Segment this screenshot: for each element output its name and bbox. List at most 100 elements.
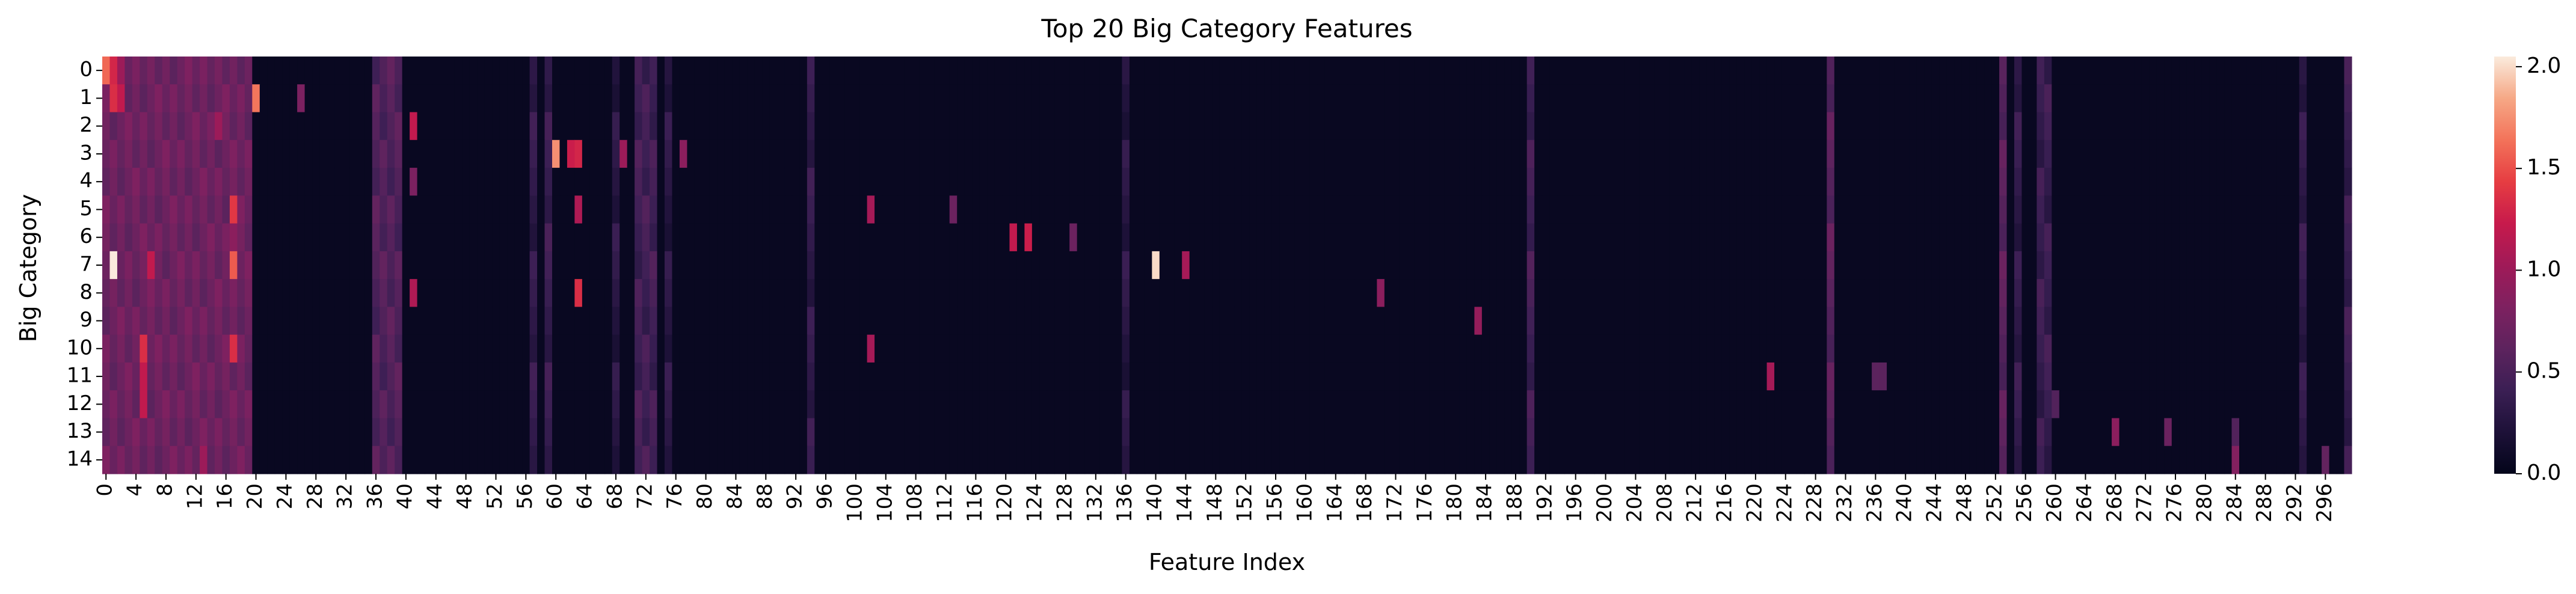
heatmap-cell bbox=[1047, 112, 1055, 141]
heatmap-cell bbox=[1167, 307, 1175, 335]
heatmap-cell bbox=[1377, 418, 1385, 447]
heatmap-cell bbox=[447, 390, 455, 419]
x-tick-label: 108 bbox=[903, 483, 927, 522]
heatmap-cell bbox=[1781, 223, 1790, 252]
heatmap-cell bbox=[1969, 445, 1978, 474]
heatmap-cell bbox=[297, 139, 306, 168]
heatmap-cell bbox=[2246, 168, 2255, 196]
heatmap-cell bbox=[1624, 57, 1632, 85]
heatmap-cell bbox=[1579, 418, 1587, 447]
heatmap-cell bbox=[132, 418, 140, 447]
heatmap-cell bbox=[1384, 445, 1392, 474]
heatmap-cell bbox=[1077, 445, 1085, 474]
heatmap-cell bbox=[2299, 168, 2307, 196]
heatmap-cell bbox=[2292, 195, 2300, 224]
heatmap-cell bbox=[425, 390, 433, 419]
heatmap-cell bbox=[2014, 445, 2023, 474]
heatmap-cell bbox=[1564, 168, 1573, 196]
heatmap-cell bbox=[934, 112, 942, 141]
heatmap-cell bbox=[1519, 139, 1528, 168]
x-tick-label: 68 bbox=[603, 483, 627, 509]
heatmap-cell bbox=[244, 362, 253, 391]
heatmap-cell bbox=[1602, 418, 1610, 447]
heatmap-cell bbox=[1946, 168, 1955, 196]
x-tick-label: 252 bbox=[1982, 483, 2006, 522]
heatmap-cell bbox=[140, 390, 148, 419]
x-tick-label: 140 bbox=[1143, 483, 1167, 522]
heatmap-cell bbox=[1354, 84, 1362, 113]
heatmap-cell bbox=[544, 57, 553, 85]
heatmap-cell bbox=[1309, 168, 1318, 196]
heatmap-cell bbox=[822, 445, 830, 474]
heatmap-cell bbox=[1092, 84, 1100, 113]
heatmap-cell bbox=[1062, 362, 1070, 391]
heatmap-cell bbox=[1317, 307, 1325, 335]
heatmap-cell bbox=[2261, 279, 2270, 307]
heatmap-cell bbox=[1924, 251, 1932, 280]
heatmap-cell bbox=[657, 362, 665, 391]
heatmap-cell bbox=[1594, 362, 1602, 391]
heatmap-cell bbox=[724, 445, 733, 474]
heatmap-cell bbox=[2269, 279, 2277, 307]
heatmap-cell bbox=[2246, 390, 2255, 419]
heatmap-cell bbox=[650, 390, 658, 419]
x-tick-label: 288 bbox=[2252, 483, 2276, 522]
heatmap-cell bbox=[2224, 390, 2233, 419]
heatmap-cell bbox=[1909, 445, 1917, 474]
heatmap-cell bbox=[2299, 112, 2307, 141]
heatmap-cell bbox=[1489, 223, 1498, 252]
heatmap-cell bbox=[814, 251, 823, 280]
heatmap-cell bbox=[2224, 84, 2233, 113]
heatmap-cell bbox=[1864, 418, 1872, 447]
heatmap-cell bbox=[1984, 139, 1993, 168]
heatmap-cell bbox=[1122, 168, 1130, 196]
heatmap-cell bbox=[1317, 195, 1325, 224]
heatmap-cell bbox=[2052, 84, 2060, 113]
heatmap-cell bbox=[1834, 84, 1842, 113]
heatmap-cell bbox=[1159, 418, 1167, 447]
heatmap-cell bbox=[1594, 139, 1602, 168]
heatmap-cell bbox=[1422, 390, 1430, 419]
heatmap-cell bbox=[2014, 84, 2023, 113]
heatmap-cell bbox=[1857, 112, 1865, 141]
heatmap-cell bbox=[267, 362, 275, 391]
heatmap-cell bbox=[799, 445, 808, 474]
heatmap-cell bbox=[2194, 334, 2203, 363]
heatmap-cell bbox=[1849, 390, 1857, 419]
heatmap-cell bbox=[1137, 168, 1145, 196]
heatmap-cell bbox=[1407, 445, 1415, 474]
heatmap-cell bbox=[1212, 195, 1220, 224]
heatmap-cell bbox=[574, 445, 583, 474]
heatmap-cell bbox=[380, 418, 388, 447]
heatmap-cell bbox=[2021, 445, 2030, 474]
heatmap-cell bbox=[2037, 390, 2045, 419]
heatmap-cell bbox=[1347, 307, 1355, 335]
heatmap-cell bbox=[357, 57, 365, 85]
heatmap-cell bbox=[2006, 390, 2015, 419]
heatmap-cell bbox=[1654, 112, 1662, 141]
heatmap-cell bbox=[852, 334, 860, 363]
heatmap-cell bbox=[2261, 57, 2270, 85]
heatmap-cell bbox=[807, 334, 815, 363]
heatmap-cell bbox=[627, 279, 635, 307]
heatmap-cell bbox=[312, 445, 321, 474]
heatmap-cell bbox=[1144, 418, 1152, 447]
heatmap-cell bbox=[1392, 251, 1400, 280]
heatmap-cell bbox=[297, 418, 306, 447]
heatmap-cell bbox=[792, 362, 800, 391]
heatmap-cell bbox=[2261, 251, 2270, 280]
heatmap-cell bbox=[702, 334, 710, 363]
heatmap-cell bbox=[2067, 195, 2075, 224]
heatmap-cell bbox=[1999, 57, 2008, 85]
heatmap-cell bbox=[642, 168, 650, 196]
heatmap-cell bbox=[559, 251, 568, 280]
heatmap-cell bbox=[650, 334, 658, 363]
heatmap-cell bbox=[1557, 112, 1565, 141]
heatmap-cell bbox=[2254, 223, 2262, 252]
heatmap-cell bbox=[1857, 139, 1865, 168]
heatmap-cell bbox=[972, 84, 980, 113]
heatmap-cell bbox=[334, 279, 343, 307]
heatmap-cell bbox=[1909, 307, 1917, 335]
heatmap-cell bbox=[979, 307, 988, 335]
heatmap-cell bbox=[1294, 84, 1303, 113]
